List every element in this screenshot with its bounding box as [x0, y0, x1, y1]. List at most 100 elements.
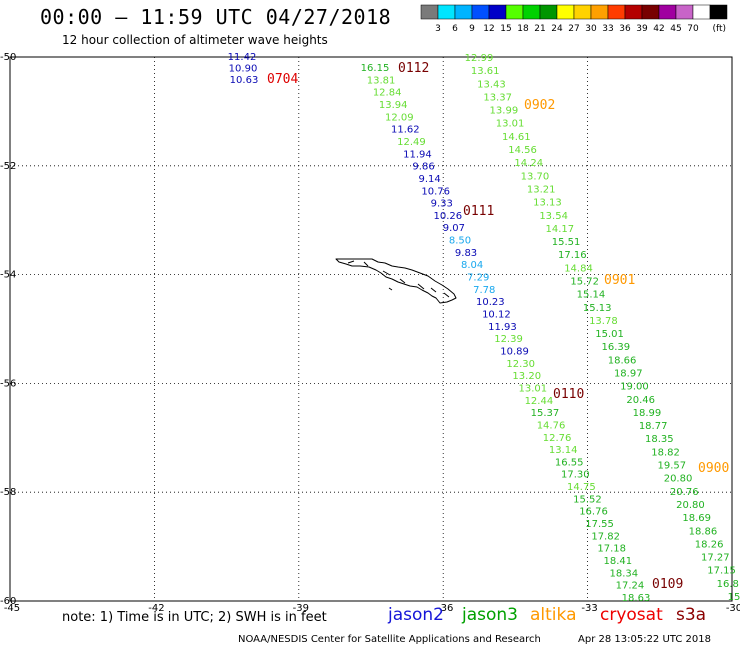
wave-height-value: 17.27 [701, 553, 730, 564]
pass-label-0112: 0112 [398, 61, 429, 76]
lat-tick-label: -54 [0, 270, 16, 281]
wave-height-value: 15.01 [595, 329, 624, 340]
colorbar-swatch [709, 4, 728, 20]
wave-height-value: 11.62 [391, 125, 420, 136]
pass-label-0901: 0901 [604, 273, 635, 288]
pass-label-0110: 0110 [553, 387, 584, 402]
colorbar-swatch [658, 4, 677, 20]
colorbar-label: 24 [551, 24, 563, 34]
wave-height-value: 10.90 [229, 64, 258, 75]
wave-height-value: 17.55 [585, 519, 614, 530]
wave-height-value: 18.66 [608, 355, 637, 366]
wave-height-value: 15 [728, 592, 740, 603]
wave-height-value: 16.76 [579, 507, 608, 518]
generation-timestamp: Apr 28 13:05:22 UTC 2018 [578, 634, 711, 645]
wave-height-value: 19.57 [657, 461, 686, 472]
colorbar-swatch [607, 4, 626, 20]
wave-height-value: 18.99 [633, 408, 662, 419]
wave-height-value: 10.63 [230, 75, 259, 86]
wave-height-value: 15.52 [573, 494, 602, 505]
wave-height-value: 18.35 [645, 434, 674, 445]
colorbar-swatch [471, 4, 490, 20]
lon-tick-label: -45 [4, 603, 20, 614]
pass-label-0704: 0704 [267, 72, 298, 87]
wave-height-value: 10.12 [482, 310, 511, 321]
credit-line: NOAA/NESDIS Center for Satellite Applica… [238, 634, 541, 645]
wave-height-value: 20.80 [676, 500, 705, 511]
lat-tick-label: -52 [0, 161, 16, 172]
colorbar-swatch [624, 4, 643, 20]
wave-height-value: 14.84 [564, 263, 593, 274]
legend-jason3: jason3 [462, 605, 518, 625]
wave-height-value: 17.82 [591, 531, 620, 542]
colorbar-label: 9 [469, 24, 475, 34]
wave-height-value: 13.37 [483, 92, 512, 103]
wave-height-value: 18.77 [639, 421, 668, 432]
legend-jason2: jason2 [388, 605, 444, 625]
lon-tick-label: -42 [148, 603, 164, 614]
wave-height-value: 12.76 [543, 433, 572, 444]
wave-height-value: 18.63 [622, 593, 651, 604]
wave-height-value: 9.86 [412, 162, 434, 173]
pass-label-0900: 0900 [698, 461, 729, 476]
wave-height-value: 16.8 [717, 579, 739, 590]
wave-height-value: 7.78 [473, 285, 495, 296]
wave-height-value: 9.83 [455, 248, 477, 259]
lon-tick-label: -39 [293, 603, 309, 614]
colorbar-swatch [522, 4, 541, 20]
wave-height-value: 10.89 [500, 346, 529, 357]
wave-height-value: 16.15 [361, 63, 390, 74]
page-subtitle: 12 hour collection of altimeter wave hei… [62, 33, 328, 47]
colorbar-swatch [437, 4, 456, 20]
colorbar-label: 15 [500, 24, 511, 34]
lat-tick-label: -56 [0, 378, 16, 389]
wave-height-value: 10.26 [434, 211, 463, 222]
wave-height-value: 13.14 [549, 445, 578, 456]
wave-height-value: 18.97 [614, 369, 643, 380]
colorbar-label: 70 [687, 24, 699, 34]
wave-height-value: 12.09 [385, 112, 414, 123]
lat-tick-label: -58 [0, 487, 16, 498]
wave-height-value: 18.34 [610, 568, 639, 579]
colorbar-label: 45 [670, 24, 681, 34]
wave-height-value: 18.69 [682, 513, 711, 524]
wave-height-value: 13.99 [490, 106, 519, 117]
wave-height-value: 12.84 [373, 88, 402, 99]
wave-height-value: 13.94 [379, 100, 408, 111]
wave-height-value: 11.42 [228, 52, 257, 63]
lat-tick-label: -60 [0, 596, 16, 607]
wave-height-value: 17.24 [616, 581, 645, 592]
colorbar-label: 12 [483, 24, 494, 34]
wave-height-value: 11.94 [403, 149, 432, 160]
wave-height-value: 15.14 [577, 290, 606, 301]
colorbar-label: 39 [636, 24, 648, 34]
wave-height-value: 8.04 [461, 260, 483, 271]
colorbar-swatch [420, 4, 439, 20]
colorbar-label: 42 [653, 24, 664, 34]
wave-height-value: 13.01 [518, 383, 547, 394]
colorbar-swatch [454, 4, 473, 20]
legend-cryosat: cryosat [600, 605, 663, 625]
wave-height-value: 12.44 [525, 396, 554, 407]
wave-height-value: 14.75 [567, 482, 596, 493]
wave-height-value: 12.49 [397, 137, 426, 148]
south-georgia-island [335, 258, 457, 304]
footer-note: note: 1) Time is in UTC; 2) SWH is in fe… [62, 610, 327, 625]
colorbar-swatch [675, 4, 694, 20]
colorbar-unit: (ft) [712, 24, 726, 34]
wave-height-value: 17.18 [597, 544, 626, 555]
wave-height-value: 17.30 [561, 470, 590, 481]
colorbar-label: 27 [568, 24, 579, 34]
colorbar-label: 33 [602, 24, 613, 34]
wave-height-value: 19.00 [620, 382, 649, 393]
wave-height-value: 13.61 [471, 66, 500, 77]
wave-height-value: 15.13 [583, 303, 612, 314]
wave-height-value: 11.93 [488, 322, 517, 333]
wave-height-value: 18.26 [695, 539, 724, 550]
colorbar-swatch [590, 4, 609, 20]
colorbar-swatch [556, 4, 575, 20]
colorbar-label: 18 [517, 24, 529, 34]
wave-height-value: 13.78 [589, 316, 618, 327]
wave-height-value: 20.46 [626, 395, 655, 406]
